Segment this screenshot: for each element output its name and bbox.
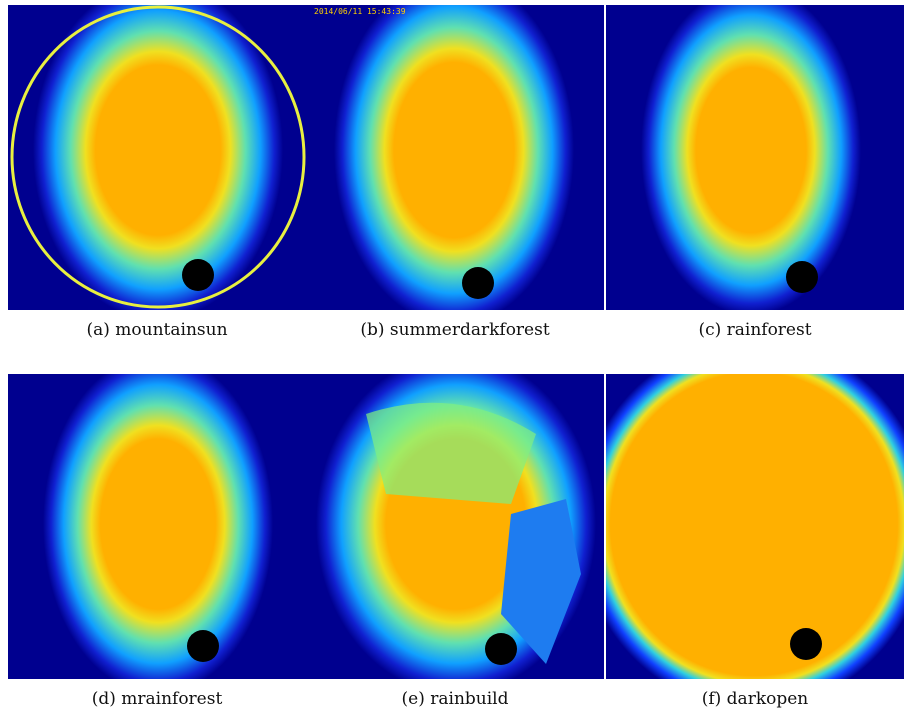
panel-image (8, 374, 306, 679)
sky-region (43, 374, 273, 679)
caption: (e) rainbuild (306, 689, 604, 709)
panel-image (606, 374, 904, 679)
camera-mount (790, 628, 822, 660)
camera-mount (462, 267, 494, 299)
timestamp: 2014/06/11 15:43:39 (314, 7, 406, 16)
sky-region (334, 5, 574, 310)
camera-mount (187, 630, 219, 662)
caption: (d) mrainforest (8, 689, 306, 709)
panel-image: 2014/06/11 15:43:39 (306, 5, 604, 310)
caption: (f) darkopen (606, 689, 904, 709)
sky-region (641, 5, 861, 310)
panel-image (8, 5, 306, 310)
sky-region (33, 5, 283, 310)
sky-region (606, 374, 904, 679)
caption: (a) mountainsun (8, 320, 306, 340)
camera-mount (786, 261, 818, 293)
camera-mount (182, 259, 214, 291)
caption: (b) summerdarkforest (306, 320, 604, 340)
panel-image (606, 5, 904, 310)
caption: (c) rainforest (606, 320, 904, 340)
figure: (a) mountainsun 2014/06/11 15:43:39 (b) su… (0, 0, 909, 713)
camera-mount (485, 633, 517, 665)
panel-image (306, 374, 604, 679)
